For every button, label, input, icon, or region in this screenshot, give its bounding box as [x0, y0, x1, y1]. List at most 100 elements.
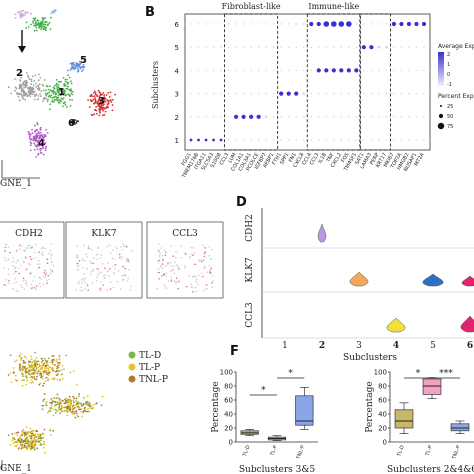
tsne-group-point [69, 401, 72, 403]
tsne-point [106, 99, 109, 102]
tsne-group-point [52, 408, 54, 411]
feature-point [33, 275, 35, 278]
feature-point [29, 247, 31, 250]
feature-point [192, 275, 194, 278]
tsne-group-point [68, 395, 71, 398]
feature-point [76, 254, 78, 256]
tsne-group-point [26, 440, 28, 443]
box-y-tick: 100 [374, 369, 387, 377]
tsne-point [36, 84, 39, 87]
tsne-point [22, 87, 25, 89]
feature-point [35, 257, 37, 259]
tsne-group-point [25, 356, 27, 359]
feature-point [38, 276, 40, 279]
feature-point [175, 282, 177, 284]
tsne-point [78, 65, 81, 67]
feature-point [15, 290, 18, 293]
feature-point [76, 245, 78, 247]
dotplot-dot-bg [272, 116, 275, 118]
tsne-point [51, 97, 54, 99]
tsne-point [52, 92, 55, 95]
feature-point [211, 248, 213, 251]
feature-point [122, 279, 124, 281]
dotplot-dot-bg [265, 46, 267, 48]
tsne-group-point [42, 446, 45, 449]
dotplot-dot-bg [242, 139, 245, 141]
tsne-group-point [81, 404, 84, 406]
feature-point [204, 246, 206, 249]
tsne-point [43, 28, 45, 31]
tsne-point [79, 62, 82, 65]
tsne-point [66, 78, 68, 81]
feature-point [46, 258, 49, 261]
tsne-point [64, 104, 67, 106]
dotplot-dot-bg [348, 92, 350, 95]
feature-point [114, 268, 116, 270]
feature-point [75, 256, 78, 259]
feature-point [15, 249, 18, 252]
tsne-group-point [61, 410, 63, 413]
tsne-group-point [54, 405, 56, 407]
tsne-group-point [48, 374, 50, 377]
tsne-group-point [86, 410, 89, 413]
feature-point [206, 287, 208, 290]
feature-point [122, 243, 124, 246]
dotplot-dot [256, 114, 261, 119]
feature-point [47, 252, 50, 254]
feature-point [118, 253, 121, 256]
tsne-point [23, 14, 26, 17]
feature-point [33, 286, 36, 289]
feature-point [98, 272, 101, 274]
dotplot-dot-bg [378, 116, 380, 118]
tsne-group-point [43, 362, 46, 365]
dotplot-dot-bg [242, 46, 245, 48]
dotplot-dot-bg [257, 139, 260, 141]
feature-point [29, 255, 31, 258]
tsne-group-point [50, 405, 53, 407]
violin-xtick: 2 [319, 341, 325, 351]
tsne-point [38, 132, 40, 135]
tsne-group-point [53, 378, 56, 381]
feature-point [25, 247, 28, 249]
feature-point [161, 274, 163, 277]
tsne-point [18, 99, 21, 102]
tsne-point [75, 122, 78, 124]
tsne-group-point [39, 442, 42, 444]
feature-point [124, 267, 127, 270]
feature-point [30, 283, 33, 286]
feature-point [165, 287, 168, 290]
tsne-group-point [21, 365, 24, 367]
feature-point [23, 261, 25, 263]
tsne-point [45, 129, 47, 131]
tsne-point [29, 149, 32, 152]
dotplot-dot-bg [408, 46, 410, 48]
tsne-group-point [55, 397, 58, 399]
feature-point [44, 269, 46, 272]
tsne-group-point [42, 372, 45, 375]
tsne-point [43, 21, 46, 24]
tsne-group-point [21, 372, 23, 374]
tsne-group-point [27, 430, 29, 433]
feature-point [49, 268, 52, 270]
tsne-point [20, 94, 23, 97]
tsne-group-point [35, 429, 38, 432]
feature-point [12, 257, 14, 259]
tsne-group-point [21, 434, 23, 437]
dotplot-dot-bg [257, 23, 260, 25]
feature-point [77, 268, 79, 271]
tsne-point [35, 26, 38, 29]
feature-point [125, 246, 128, 248]
box-xtick: TNL-P [295, 445, 306, 461]
tsne-point [71, 119, 74, 122]
tsne-cluster-label: 3 [98, 96, 105, 107]
tsne-point [67, 69, 69, 72]
legend-avg-title: Average Expr [438, 43, 474, 50]
dotplot-dot [391, 21, 397, 27]
dotplot-dot [204, 138, 208, 142]
tsne-group-point [40, 367, 43, 370]
tsne-group-point [28, 369, 30, 371]
dotplot-ylabel: Subclusters [151, 61, 160, 109]
tsne-point [94, 93, 97, 96]
tsne-point [31, 132, 34, 135]
dotplot-dot-bg [333, 46, 335, 48]
